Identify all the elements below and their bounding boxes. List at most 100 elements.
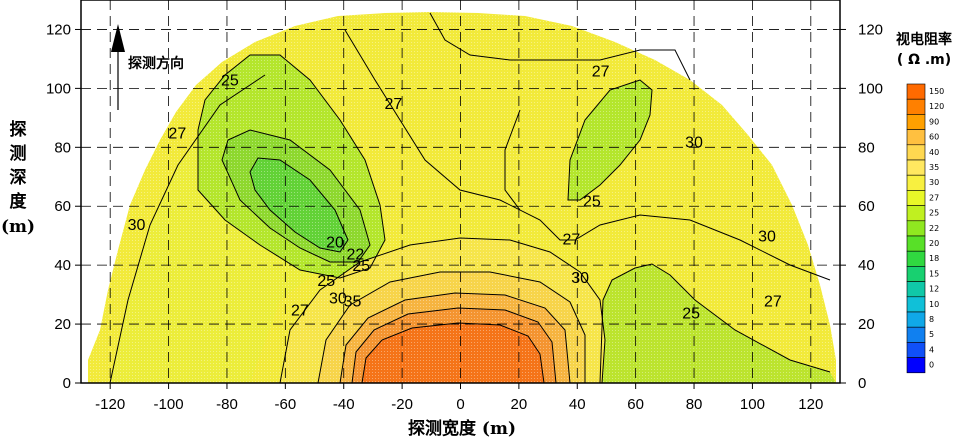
legend-title-line1: 视电阻率 [896,31,952,48]
legend-swatch [906,357,926,374]
x-tick-label: 80 [686,396,703,413]
contour-label: 35 [344,294,362,311]
legend-swatch [906,129,926,146]
legend-swatch [906,144,926,161]
contour-label: 20 [326,235,344,252]
contour-line [361,322,545,383]
legend-label: 5 [929,330,934,339]
contour-line [197,54,386,279]
y-axis-title-char: 度 [10,191,28,212]
legend-label: 90 [929,117,939,126]
arrow-up-icon [111,24,125,52]
legend-label: 12 [929,285,939,294]
contour-line [599,263,831,383]
contour-label: 27 [168,126,186,143]
y-tick-label-right: 0 [858,375,866,392]
contour-label: 25 [352,258,370,275]
grid-lines [81,0,840,383]
legend-swatch [906,98,926,115]
legend-label: 18 [929,254,939,263]
legend-label: 27 [929,193,939,202]
y-axis-title: 探 测 深 度 (m) [1,119,35,237]
contour-line [109,74,266,383]
y-tick-label: 20 [54,316,71,333]
x-tick-label: 100 [740,396,765,413]
y-tick-label: 0 [63,375,71,392]
legend-swatch [906,159,926,176]
contour-line [344,29,831,281]
legend-label: 0 [929,361,934,370]
legend-swatch [906,342,926,358]
legend-label: 60 [929,133,939,142]
contour-label: 30 [329,291,347,308]
legend-swatch [906,235,926,252]
direction-annotation: 探测方向 [111,24,184,110]
y-tick-label-right: 20 [858,316,875,333]
legend-label: 40 [929,148,939,157]
legend-label: 120 [929,102,944,111]
x-tick-label: -40 [333,396,355,413]
x-axis-title: 探测宽度 (m) [408,418,516,439]
x-tick-label: -80 [216,396,238,413]
y-axis-title-char: (m) [1,217,35,237]
legend-swatch [906,114,926,130]
legend-swatch [906,281,926,298]
legend-swatch [906,220,926,237]
contour-line [279,237,606,383]
x-tick-label: -100 [154,396,184,413]
x-tick-label: -20 [391,396,413,413]
legend-label: 10 [929,300,939,309]
contour-label: 27 [592,64,610,81]
contour-line [221,129,371,263]
legend-label: 15 [929,269,939,278]
y-tick-label: 40 [54,257,71,274]
legend-swatch [906,311,926,328]
y-tick-label-right: 40 [858,257,875,274]
contour-line [504,109,521,211]
y-tick-label-right: 80 [858,139,875,156]
legend-swatch [906,190,926,206]
legend-swatch [906,326,926,343]
contour-label: 30 [758,229,776,246]
legend-label: 8 [929,315,934,324]
resistivity-zones [81,0,840,383]
contour-line [351,307,557,383]
contour-label: 27 [764,294,782,311]
contour-label: 27 [291,302,309,319]
y-tick-label: 120 [46,21,71,38]
contour-label: 25 [317,273,335,290]
legend-label: 4 [929,345,934,354]
y-axis-right: 0 20 40 60 80 100 120 [840,21,883,392]
y-tick-label: 60 [54,198,71,215]
legend-title-line2: ( Ω .m) [897,52,951,68]
legend-label: 25 [929,209,939,218]
contour-line [429,12,691,81]
x-tick-label: 20 [511,396,528,413]
y-tick-label-right: 60 [858,198,875,215]
x-axis: -120 -100 -80 -60 -40 -20 0 20 40 60 80 100 120 [95,383,823,413]
x-tick-label: 40 [569,396,586,413]
legend-swatch [906,266,926,282]
y-tick-label: 100 [46,80,71,97]
contour-label: 27 [384,96,402,113]
contour-label: 22 [347,246,365,263]
legend: 视电阻率 ( Ω .m) 150120906040353027252220181… [896,31,952,374]
y-tick-label-right: 100 [858,80,883,97]
legend-label: 20 [929,239,939,248]
contour-line [339,292,571,383]
legend-label: 150 [929,87,944,96]
x-tick-label: 120 [798,396,823,413]
y-tick-label: 80 [54,139,71,156]
contour-label: 30 [571,270,589,287]
legend-swatch [906,250,926,267]
legend-swatch [906,205,926,222]
y-axis-title-char: 深 [10,167,27,188]
contour-label: 25 [682,305,700,322]
y-axis-title-char: 探 [10,119,27,140]
contour-lines [109,12,831,383]
x-tick-label: -60 [275,396,297,413]
legend-swatch [906,174,926,191]
contour-label: 25 [583,193,601,210]
